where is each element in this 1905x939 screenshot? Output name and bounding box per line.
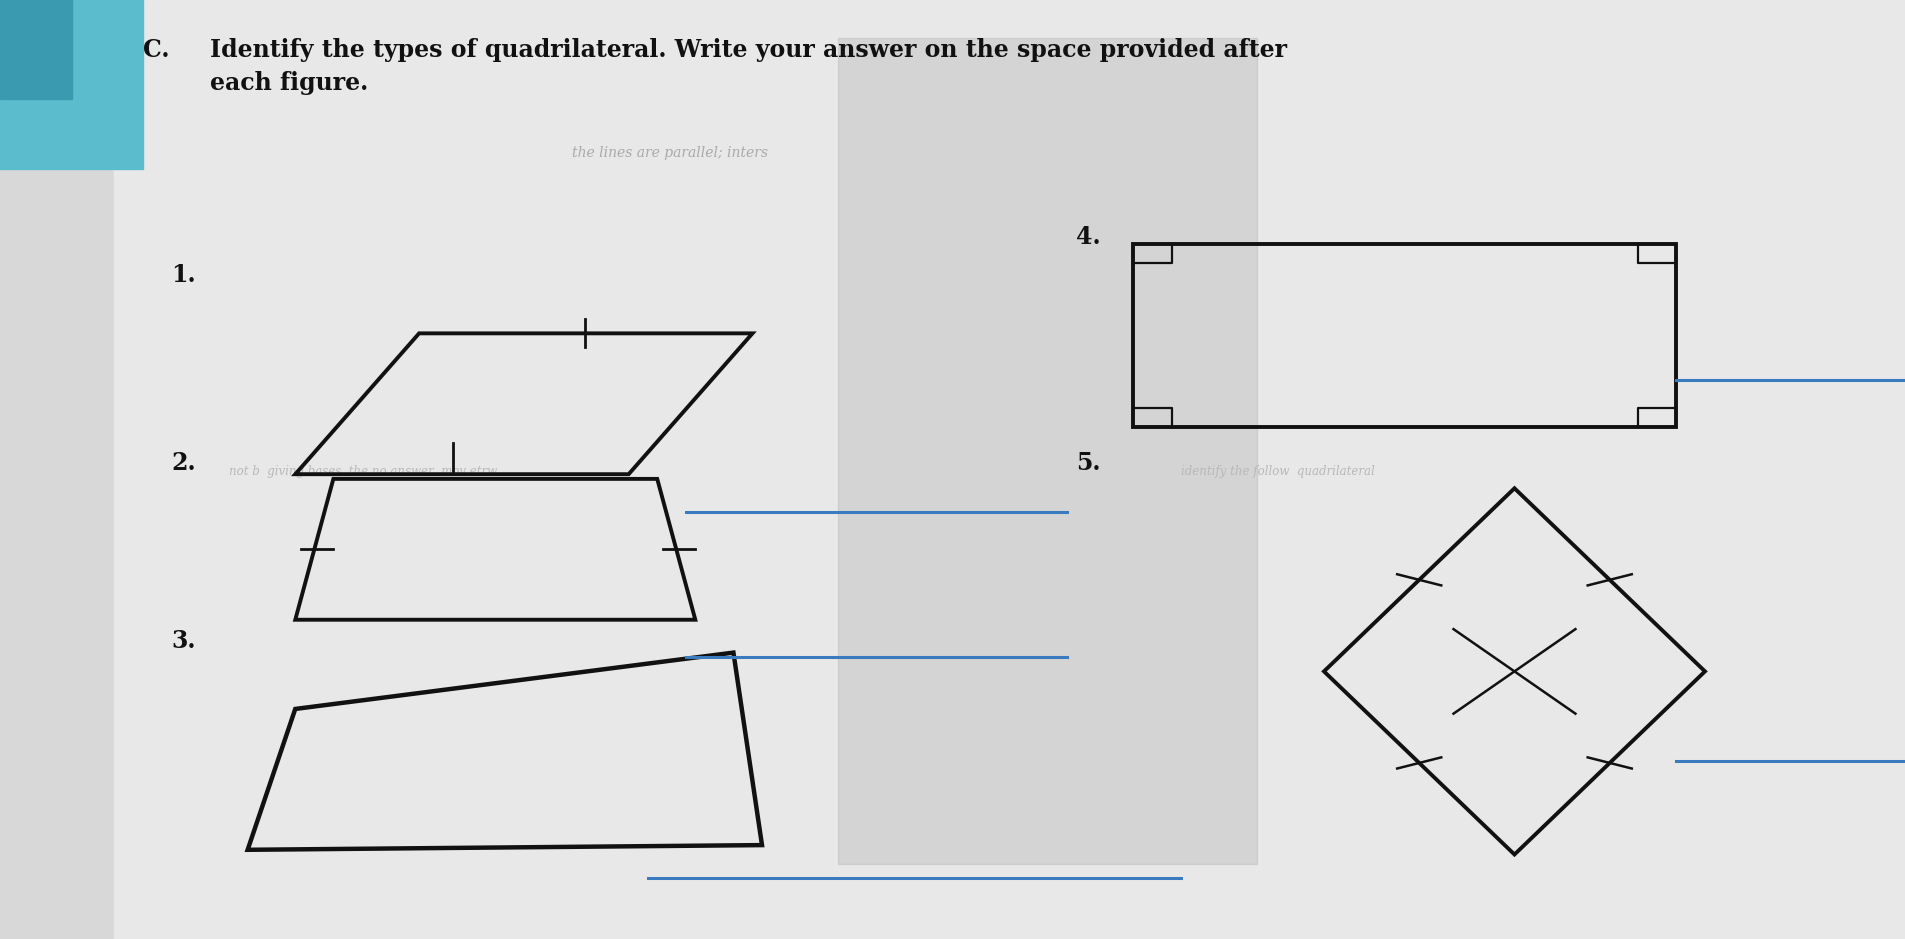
Text: C.: C. bbox=[143, 38, 170, 62]
Text: 1.: 1. bbox=[171, 263, 196, 287]
Bar bbox=[838, 38, 1257, 864]
Polygon shape bbox=[0, 0, 72, 99]
Text: Identify the types of quadrilateral. Write your answer on the space provided aft: Identify the types of quadrilateral. Wri… bbox=[210, 38, 1286, 95]
Text: 2.: 2. bbox=[171, 451, 196, 475]
Text: not b  giving bases  the no answer  mov etrw: not b giving bases the no answer mov etr… bbox=[229, 465, 497, 478]
Text: 3.: 3. bbox=[171, 629, 196, 654]
Text: the lines are parallel; inters: the lines are parallel; inters bbox=[572, 146, 768, 160]
Text: identify the follow  quadrilateral: identify the follow quadrilateral bbox=[1181, 465, 1375, 478]
Text: 5.: 5. bbox=[1076, 451, 1101, 475]
Polygon shape bbox=[0, 0, 143, 169]
Text: 4.: 4. bbox=[1076, 225, 1101, 250]
